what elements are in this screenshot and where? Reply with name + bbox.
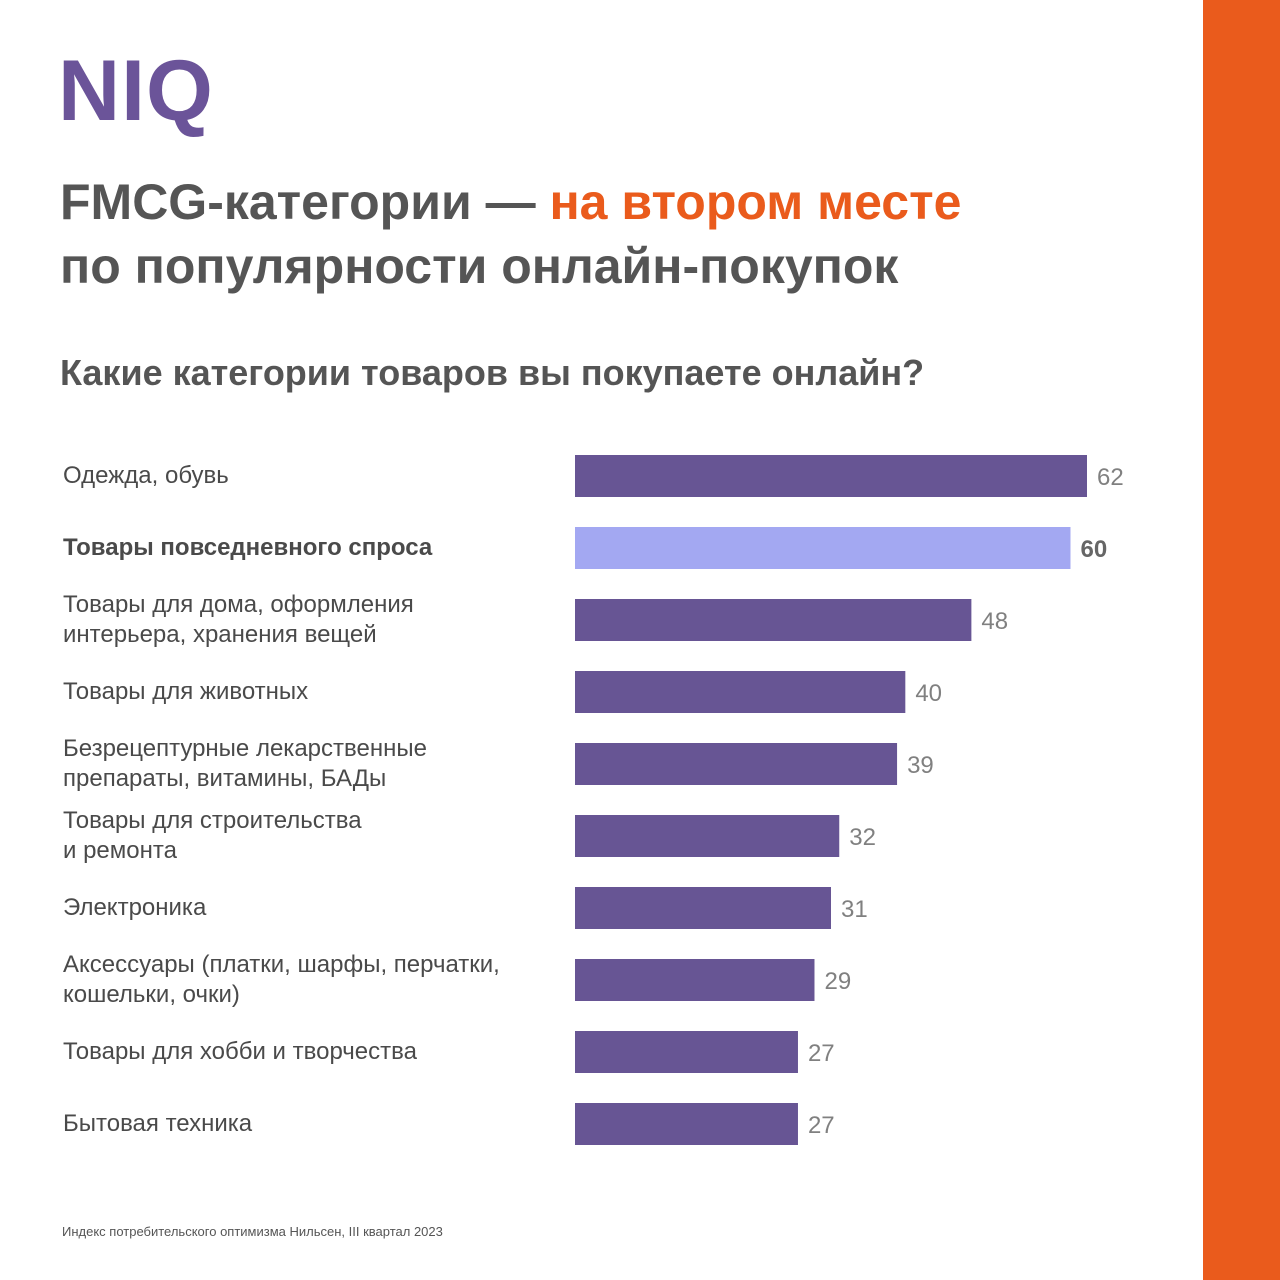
- bar-chart: 62 60 48 40 39 32 31 29 27 27: [575, 455, 1124, 1145]
- value-label-7: 29: [824, 968, 851, 995]
- page-title: FMCG-категории — на втором месте по попу…: [60, 170, 961, 298]
- category-label-1-line-0: Товары повседневного спроса: [63, 534, 433, 561]
- value-label-8: 27: [808, 1040, 835, 1067]
- title-accent: на втором месте: [549, 174, 962, 230]
- category-label-0-line-0: Одежда, обувь: [63, 462, 229, 489]
- category-label-7-line-1: кошельки, очки): [63, 981, 240, 1008]
- category-label-8-line-0: Товары для хобби и творчества: [63, 1038, 417, 1065]
- bar-7: [575, 959, 815, 1001]
- bar-8: [575, 1031, 798, 1073]
- category-label-4: Безрецептурные лекарственные препараты, в…: [63, 734, 543, 794]
- value-label-6: 31: [841, 896, 868, 923]
- category-label-7-line-0: Аксессуары (платки, шарфы, перчатки,: [63, 951, 500, 978]
- niq-logo: NIQ: [58, 43, 214, 139]
- title-part-1: FMCG-категории —: [60, 174, 550, 230]
- chart-title: Какие категории товаров вы покупаете онл…: [60, 352, 925, 393]
- value-label-0: 62: [1097, 464, 1124, 491]
- category-label-3-line-0: Товары для животных: [63, 678, 309, 705]
- category-label-6-line-0: Электроника: [63, 894, 207, 921]
- bar-4: [575, 743, 898, 785]
- category-label-4-line-1: препараты, витамины, БАДы: [63, 765, 387, 792]
- value-label-2: 48: [981, 608, 1008, 635]
- category-label-5: Товары для строительства и ремонта: [63, 806, 543, 866]
- bar-2: [575, 599, 972, 641]
- side-stripe: [1203, 0, 1280, 1280]
- bar-5: [575, 815, 840, 857]
- value-label-3: 40: [915, 680, 942, 707]
- category-label-5-line-1: и ремонта: [63, 837, 177, 864]
- bar-9: [575, 1103, 798, 1145]
- bar-3: [575, 671, 906, 713]
- bar-6: [575, 887, 831, 929]
- value-label-5: 32: [849, 824, 876, 851]
- title-part-2: по популярности онлайн-покупок: [60, 238, 899, 294]
- category-label-5-line-0: Товары для строительства: [63, 807, 362, 834]
- category-label-4-line-0: Безрецептурные лекарственные: [63, 735, 427, 762]
- category-label-8: Товары для хобби и творчества: [63, 1037, 543, 1067]
- value-label-1: 60: [1080, 536, 1107, 563]
- category-label-9: Бытовая техника: [63, 1109, 543, 1139]
- category-label-2: Товары для дома, оформления интерьера, хр…: [63, 590, 543, 650]
- value-label-4: 39: [907, 752, 934, 779]
- category-label-6: Электроника: [63, 893, 543, 923]
- category-label-2-line-0: Товары для дома, оформления: [63, 591, 414, 618]
- category-label-9-line-0: Бытовая техника: [63, 1110, 253, 1137]
- bar-0: [575, 455, 1087, 497]
- category-label-7: Аксессуары (платки, шарфы, перчатки, коше…: [63, 950, 543, 1010]
- category-label-3: Товары для животных: [63, 677, 543, 707]
- category-label-0: Одежда, обувь: [63, 461, 543, 491]
- category-label-2-line-1: интерьера, хранения вещей: [63, 621, 377, 648]
- value-label-9: 27: [808, 1112, 835, 1139]
- source-note: Индекс потребительского оптимизма Нильсе…: [62, 1224, 443, 1239]
- bar-1: [575, 527, 1071, 569]
- category-label-1: Товары повседневного спроса: [63, 533, 543, 563]
